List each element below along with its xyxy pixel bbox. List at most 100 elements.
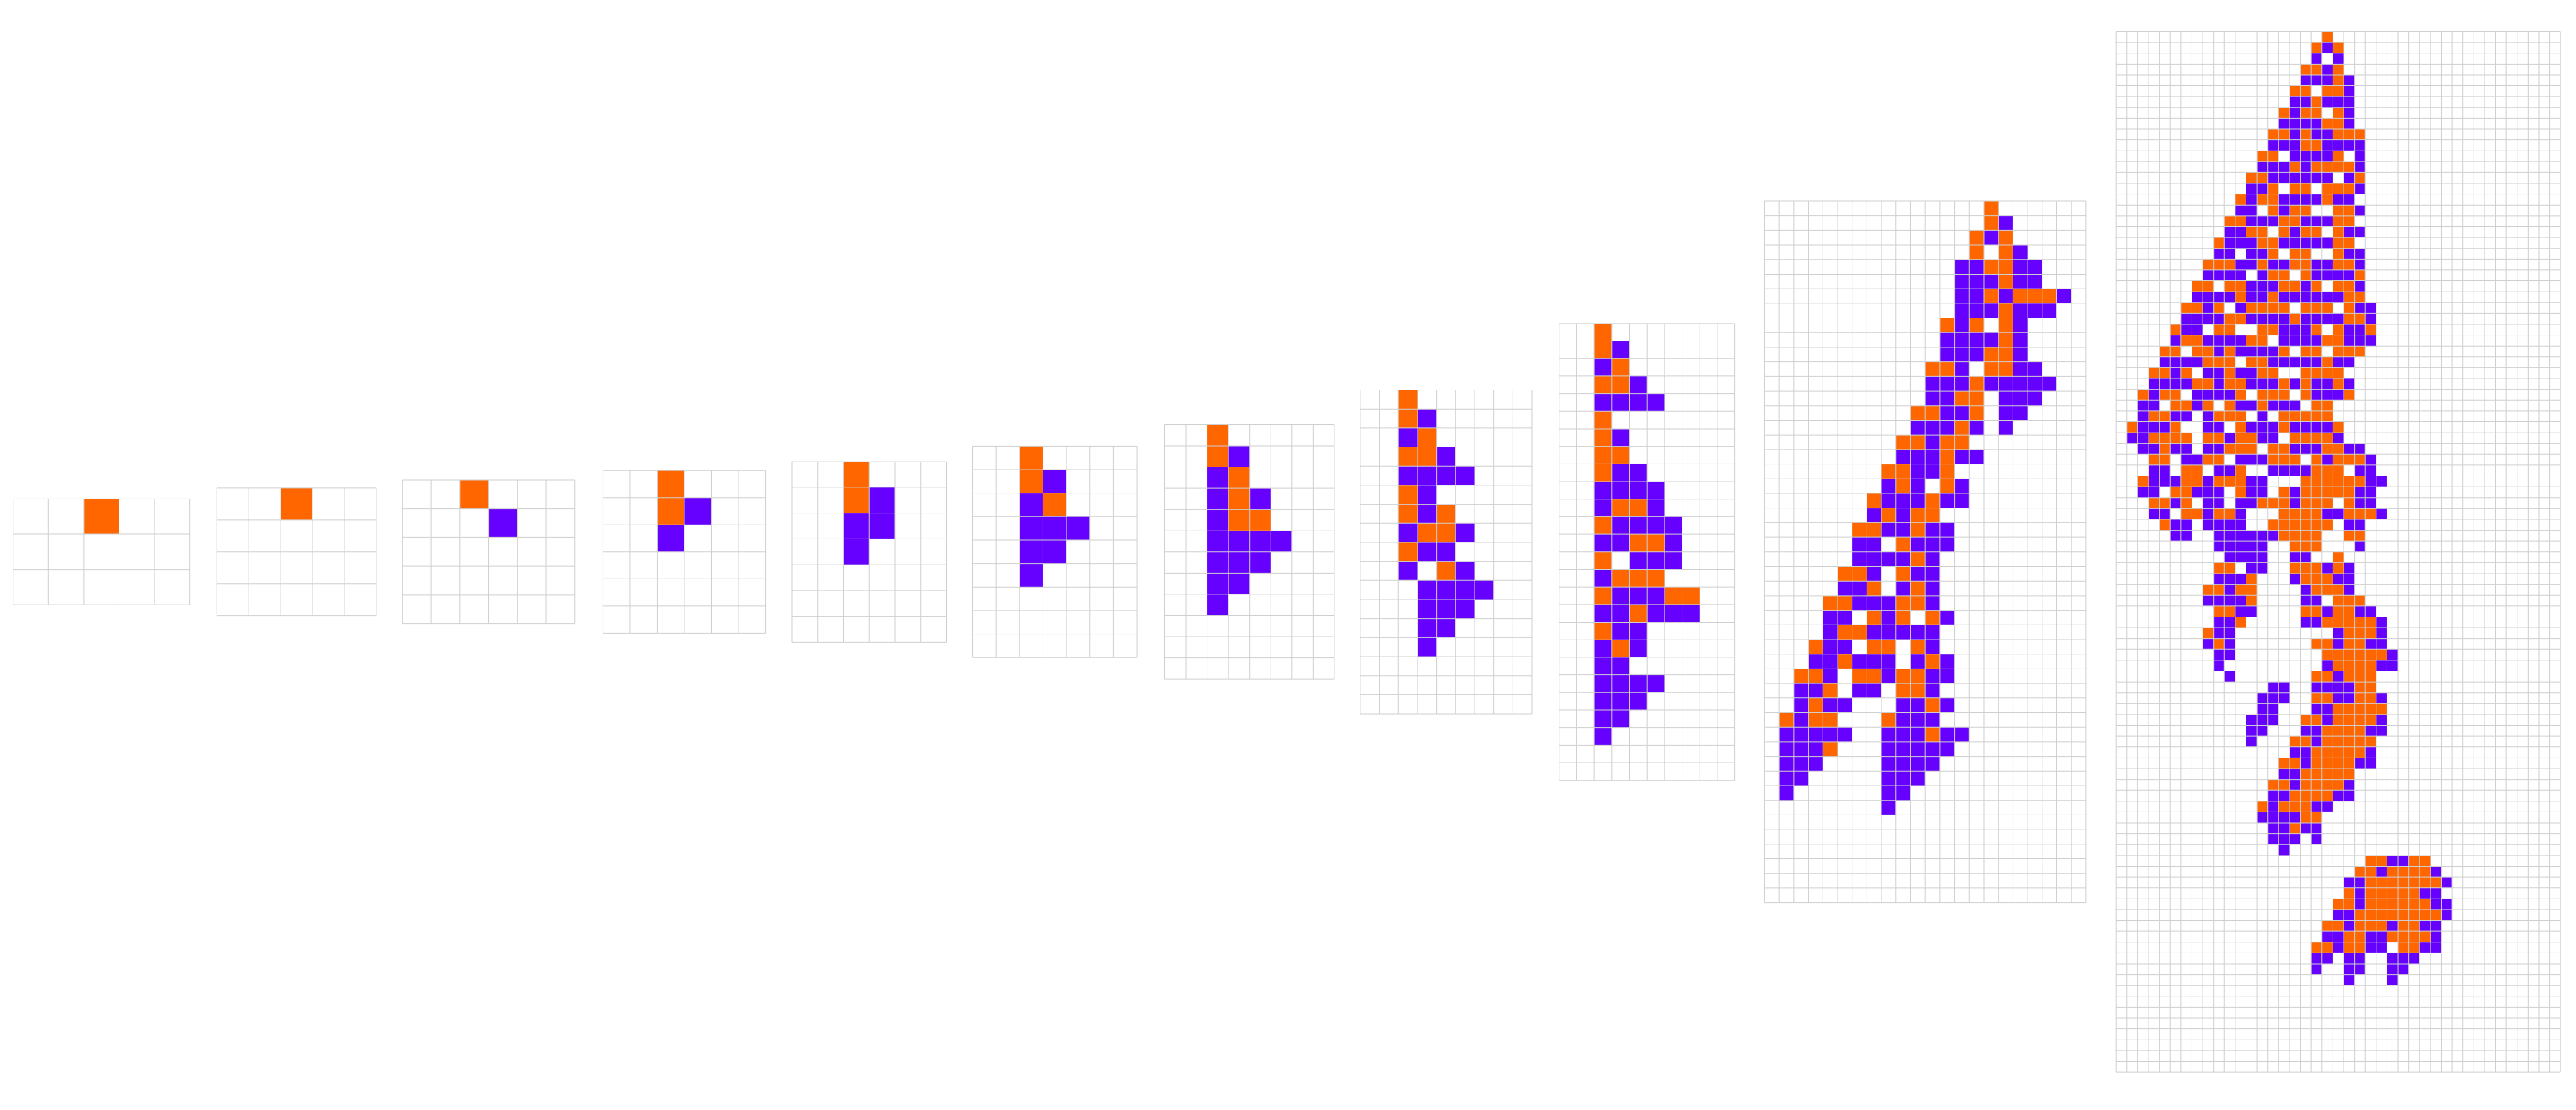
cell xyxy=(2246,215,2258,227)
cell xyxy=(2343,736,2355,747)
cell xyxy=(2300,172,2312,184)
cell xyxy=(2311,541,2322,552)
cell xyxy=(2289,151,2301,162)
cell xyxy=(2321,421,2333,433)
cell xyxy=(1939,405,1955,421)
cell xyxy=(2278,519,2290,531)
cell xyxy=(2192,389,2203,401)
cell xyxy=(2235,367,2246,379)
cell xyxy=(1895,464,1911,479)
cell xyxy=(2354,628,2366,639)
cell xyxy=(1455,599,1475,619)
cell xyxy=(2159,454,2171,465)
cell xyxy=(2267,714,2279,726)
cell xyxy=(1969,318,1984,333)
cell xyxy=(2311,617,2322,628)
cell xyxy=(843,539,870,565)
cell xyxy=(2257,801,2268,812)
cell xyxy=(1895,449,1911,464)
cell xyxy=(2365,736,2376,747)
cell xyxy=(1647,534,1665,552)
cell xyxy=(2343,779,2355,791)
cell xyxy=(1939,669,1955,684)
cell xyxy=(1983,289,1999,303)
generation-panel xyxy=(791,461,948,643)
cell xyxy=(1910,771,1926,786)
cell xyxy=(2311,128,2322,140)
cell xyxy=(2267,161,2279,173)
cell xyxy=(2267,378,2279,390)
cell xyxy=(2354,887,2366,899)
cell xyxy=(1594,604,1612,623)
cell xyxy=(2300,551,2312,563)
cell xyxy=(2311,194,2322,206)
cell xyxy=(1611,657,1630,675)
cell xyxy=(2354,909,2366,921)
cell xyxy=(2365,931,2376,942)
cell xyxy=(2267,302,2279,314)
cell xyxy=(2278,205,2290,216)
cell xyxy=(1939,493,1955,508)
cell xyxy=(2013,332,2028,347)
cell xyxy=(1881,727,1896,742)
cell xyxy=(2289,215,2301,227)
cell xyxy=(2180,454,2192,465)
cell xyxy=(2333,464,2344,476)
cell xyxy=(2137,443,2149,455)
cell xyxy=(2321,508,2333,519)
cell xyxy=(2149,433,2160,444)
cell xyxy=(2354,128,2366,140)
cell xyxy=(2365,313,2376,324)
cell xyxy=(1895,683,1911,698)
cell xyxy=(1228,446,1250,467)
cell xyxy=(2419,909,2431,921)
cell xyxy=(2257,410,2268,422)
cell xyxy=(2321,389,2333,401)
cell xyxy=(1808,741,1823,757)
cell xyxy=(2321,779,2333,791)
cell xyxy=(2149,497,2160,509)
cell xyxy=(1969,332,1984,347)
cell xyxy=(2180,443,2192,455)
cell xyxy=(1939,697,1955,713)
cell xyxy=(2333,64,2344,75)
cell xyxy=(1998,318,2013,333)
cell xyxy=(2203,335,2214,347)
cell xyxy=(1249,551,1271,574)
cell xyxy=(2365,899,2376,910)
cell xyxy=(2311,324,2322,335)
cell xyxy=(2343,714,2355,726)
cell xyxy=(2042,289,2057,303)
cell xyxy=(1436,504,1456,524)
cell xyxy=(1823,669,1838,684)
cell xyxy=(2203,410,2214,422)
cell xyxy=(2343,85,2355,97)
cell xyxy=(2203,433,2214,444)
cell xyxy=(2224,400,2235,411)
cell xyxy=(2289,768,2301,780)
cell xyxy=(2343,692,2355,704)
cell xyxy=(1910,756,1926,772)
cell xyxy=(2246,205,2258,216)
cell xyxy=(2159,508,2171,519)
cell xyxy=(2333,638,2344,650)
cell xyxy=(2170,530,2181,542)
cell xyxy=(1881,800,1896,815)
cell xyxy=(2224,638,2235,650)
cell xyxy=(1939,654,1955,669)
cell xyxy=(2224,671,2235,683)
cell xyxy=(2289,400,2301,411)
cell xyxy=(2376,909,2387,921)
cell xyxy=(1881,712,1896,728)
cell xyxy=(83,499,119,534)
cell xyxy=(2343,378,2355,390)
cell xyxy=(2213,389,2225,401)
cell xyxy=(2343,269,2355,281)
cell xyxy=(2170,487,2181,498)
cell xyxy=(2213,433,2225,444)
cell xyxy=(2267,183,2279,194)
cell xyxy=(2278,280,2290,292)
cell xyxy=(2300,161,2312,173)
cell xyxy=(2321,725,2333,737)
cell xyxy=(2267,215,2279,227)
